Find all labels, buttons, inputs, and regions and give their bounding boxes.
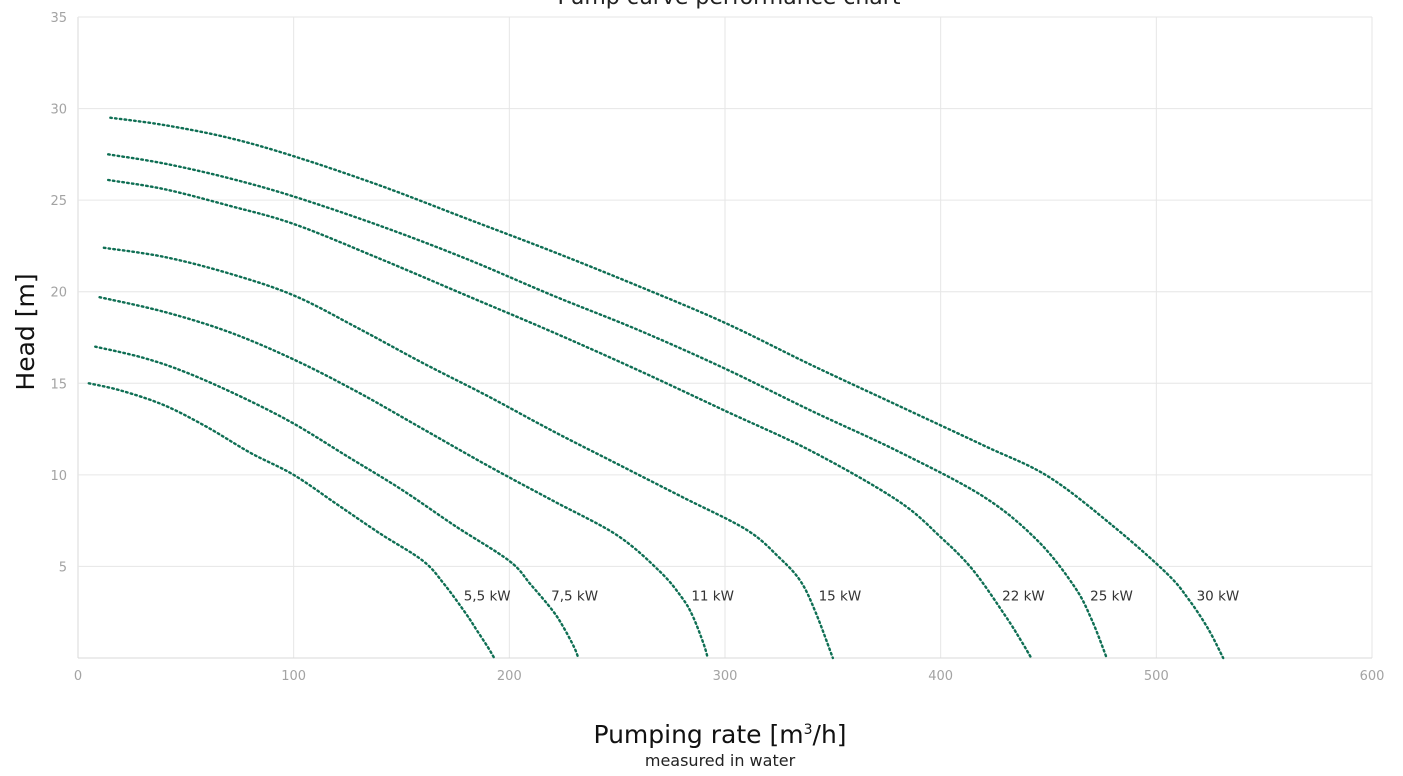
series-labels: 5,5 kW 7,5 kW 11 kW 15 kW 22 kW 25 kW 30 kW <box>464 589 1240 605</box>
y-tick-label: 20 <box>50 286 67 301</box>
chart-title: Pump curve performance chart <box>558 0 901 10</box>
x-axis-label-end: /h] <box>813 720 847 749</box>
y-tick-label: 30 <box>50 103 67 118</box>
x-axis-label: Pumping rate [m3/h] <box>593 720 846 749</box>
series-line-1 <box>87 382 496 660</box>
x-tick-label: 500 <box>1144 669 1169 684</box>
x-axis-sublabel: measured in water <box>645 751 796 770</box>
x-tick-label: 600 <box>1360 669 1385 684</box>
y-tick-label: 25 <box>50 194 67 209</box>
x-tick-label: 300 <box>713 669 738 684</box>
series-label-5: 22 kW <box>1002 589 1045 605</box>
series-line-4 <box>102 246 835 660</box>
series-label-4: 15 kW <box>819 589 862 605</box>
y-tick-label: 15 <box>50 377 67 392</box>
series-line-2 <box>94 345 580 660</box>
series-line-7 <box>109 116 1225 660</box>
x-axis-label-superscript: 3 <box>804 722 813 738</box>
series-line-3 <box>98 296 709 660</box>
x-axis-ticks: 0 100 200 300 400 500 600 <box>74 669 1385 684</box>
series-line-5 <box>106 178 1033 660</box>
y-axis-ticks: 5 10 15 20 25 30 35 <box>50 11 67 575</box>
y-tick-label: 5 <box>59 560 67 575</box>
y-axis-label: Head [m] <box>11 273 40 390</box>
y-tick-label: 10 <box>50 469 67 484</box>
series-lines <box>87 116 1225 660</box>
x-tick-label: 0 <box>74 669 82 684</box>
series-label-7: 30 kW <box>1197 589 1240 605</box>
series-line-6 <box>106 153 1108 660</box>
x-tick-label: 400 <box>928 669 953 684</box>
y-tick-label: 35 <box>50 11 67 26</box>
x-tick-label: 100 <box>281 669 306 684</box>
series-label-1: 5,5 kW <box>464 589 511 605</box>
x-axis-label-main: Pumping rate [m <box>593 720 803 749</box>
series-label-2: 7,5 kW <box>551 589 598 605</box>
x-tick-label: 200 <box>497 669 522 684</box>
series-label-6: 25 kW <box>1090 589 1133 605</box>
grid <box>77 16 1373 659</box>
series-label-3: 11 kW <box>691 589 734 605</box>
